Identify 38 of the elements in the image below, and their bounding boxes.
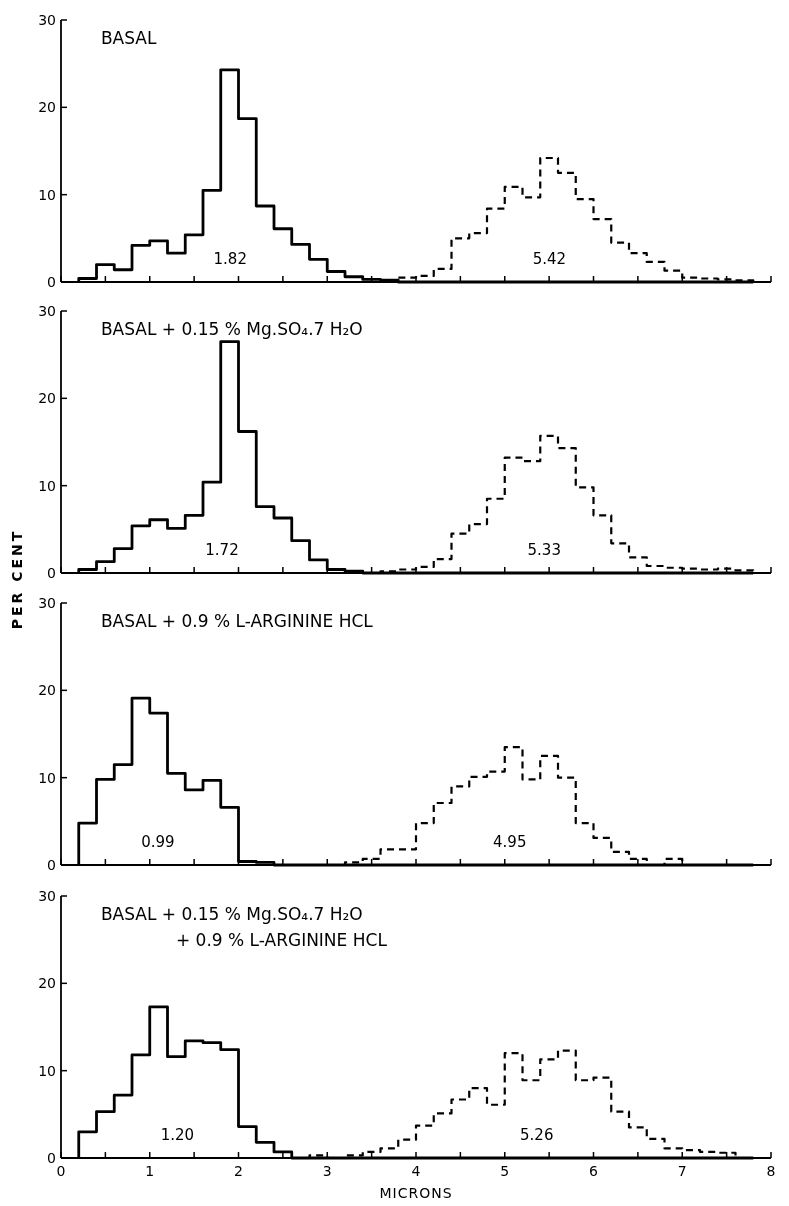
y-tick-label: 20 xyxy=(38,682,56,699)
x-tick-label: 2 xyxy=(234,1163,243,1179)
y-tick-label: 20 xyxy=(38,390,56,407)
annotation: 1.72 xyxy=(205,541,239,559)
y-tick-label: 0 xyxy=(47,274,56,290)
y-tick-label: 30 xyxy=(38,595,56,611)
y-tick-label: 10 xyxy=(38,477,56,494)
x-tick-label: 4 xyxy=(411,1163,421,1179)
y-tick-label: 0 xyxy=(47,857,56,873)
annotation: 4.95 xyxy=(493,833,527,851)
text: BASAL + 0.15 % Mg.SO₄.7 H₂O + 0.9 % L-ARGININE HCL xyxy=(100,904,388,950)
annotation: 1.20 xyxy=(160,1126,195,1144)
y-tick-label: 10 xyxy=(38,1062,56,1079)
annotation: 5.26 xyxy=(520,1126,554,1144)
annotation: 5.42 xyxy=(532,250,567,268)
x-tick-label: 5 xyxy=(500,1163,510,1179)
annotation: 5.33 xyxy=(527,541,561,559)
x-tick-label: 8 xyxy=(766,1163,776,1179)
text: BASAL + 0.9 % L-ARGININE HCL xyxy=(100,611,374,631)
text: BASAL xyxy=(100,28,157,48)
y-tick-label: 0 xyxy=(47,1150,56,1166)
y-axis-title: PER CENT xyxy=(9,528,25,630)
x-axis-title: MICRONS xyxy=(379,1185,453,1201)
y-tick-label: 20 xyxy=(38,975,56,992)
y-tick-label: 30 xyxy=(38,12,56,28)
text: BASAL + 0.15 % Mg.SO₄.7 H₂O xyxy=(100,319,363,339)
y-tick-label: 0 xyxy=(47,565,56,581)
annotation: 1.82 xyxy=(213,250,247,268)
y-tick-label: 20 xyxy=(38,99,56,116)
annotation: 0.99 xyxy=(141,833,175,851)
y-tick-label: 30 xyxy=(38,303,56,319)
y-tick-label: 30 xyxy=(38,888,56,904)
x-tick-label: 1 xyxy=(145,1163,155,1179)
x-tick-label: 6 xyxy=(589,1163,599,1179)
x-tick-label: 3 xyxy=(322,1163,332,1179)
y-tick-label: 10 xyxy=(38,769,56,786)
y-tick-label: 10 xyxy=(38,186,56,203)
x-tick-label: 7 xyxy=(677,1163,687,1179)
